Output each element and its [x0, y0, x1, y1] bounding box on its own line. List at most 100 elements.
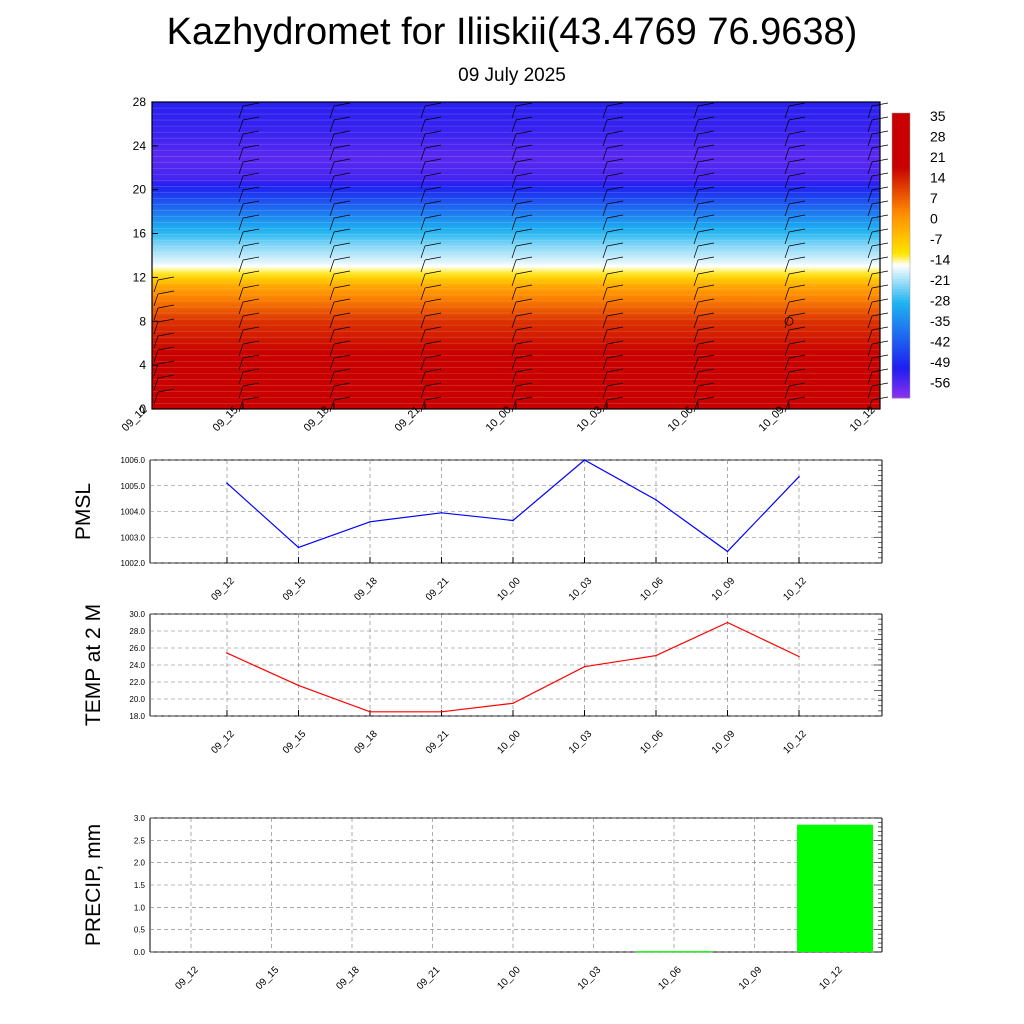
pmsl-x-tick-label: 10_12 — [781, 575, 809, 603]
wind-barb-flag — [515, 312, 533, 317]
colorbar-segment — [892, 362, 910, 366]
wind-barb-staff — [329, 105, 335, 119]
precip-x-tick-label: 09_15 — [254, 964, 282, 992]
colorbar-segment — [892, 175, 910, 179]
precip-y-tick-label: 1.5 — [134, 881, 146, 890]
y-tick-label: 28 — [133, 95, 147, 109]
wind-barb-staff — [867, 343, 873, 357]
pmsl-x-tick-label: 09_18 — [352, 575, 380, 603]
wind-barb-flag — [515, 340, 533, 345]
wind-barb-flag — [424, 298, 442, 303]
wind-barb-flag — [157, 276, 175, 281]
wind-barb-staff — [867, 259, 873, 273]
temp-x-tick-label: 10_09 — [710, 728, 738, 756]
wind-barb-staff — [784, 259, 790, 273]
temp-y-tick-label: 22.0 — [129, 678, 145, 687]
colorbar-segment — [892, 159, 910, 163]
colorbar-segment — [892, 197, 910, 201]
wind-barb-staff — [153, 391, 159, 405]
wind-barb-staff — [693, 231, 699, 245]
wind-barb-staff — [238, 273, 244, 287]
wind-barb-flag — [424, 144, 442, 149]
wind-barb-flag — [242, 298, 260, 303]
wind-barb-staff — [329, 245, 335, 259]
wind-barb-flag — [333, 382, 351, 387]
wind-barb-staff — [329, 315, 335, 329]
wind-barb-flag — [424, 382, 442, 387]
wind-barb-flag — [515, 382, 533, 387]
colorbar-segment — [892, 113, 910, 117]
pmsl-point — [369, 521, 371, 523]
wind-barb-staff — [420, 119, 426, 133]
temp-point — [512, 702, 514, 705]
wind-barb-staff — [511, 231, 517, 245]
wind-barb-flag — [788, 200, 806, 205]
wind-barb-flag — [788, 326, 806, 331]
wind-barb-staff — [511, 385, 517, 399]
wind-barb-flag — [333, 340, 351, 345]
wind-barb-flag — [424, 340, 442, 345]
temp-y-tick-label: 30.0 — [129, 610, 145, 619]
wind-barb-flag — [424, 396, 442, 401]
wind-barb-flag — [424, 326, 442, 331]
colorbar-tick-label: 35 — [930, 108, 946, 124]
colorbar-segment — [892, 278, 910, 282]
wind-barb-flag — [333, 200, 351, 205]
wind-barb-staff — [420, 315, 426, 329]
wind-barb-flag — [788, 340, 806, 345]
colorbar-tick-label: -35 — [930, 313, 950, 329]
wind-barb-flag — [157, 374, 175, 379]
colorbar-segment — [892, 186, 910, 190]
wind-barb-flag — [515, 270, 533, 275]
colorbar-segment — [892, 167, 910, 171]
wind-barb-flag — [788, 368, 806, 373]
wind-barb-staff — [329, 329, 335, 343]
colorbar-segment — [892, 324, 910, 328]
wind-barb-staff — [420, 105, 426, 119]
wind-barb-flag — [242, 214, 260, 219]
colorbar-segment — [892, 267, 910, 271]
wind-barb-staff — [153, 293, 159, 307]
wind-barb-flag — [424, 102, 442, 107]
pmsl-point — [226, 482, 228, 484]
wind-barb-flag — [515, 200, 533, 205]
colorbar-tick-label: -42 — [930, 334, 950, 350]
wind-barb-flag — [697, 354, 715, 359]
wind-barb-flag — [697, 200, 715, 205]
colorbar-segment — [892, 129, 910, 133]
wind-barb-staff — [153, 307, 159, 321]
wind-barb-flag — [333, 326, 351, 331]
colorbar-segment — [892, 343, 910, 347]
temp-x-tick-label: 09_15 — [281, 728, 309, 756]
wind-barb-flag — [242, 186, 260, 191]
wind-barb-staff — [329, 399, 335, 413]
wind-barb-flag — [697, 270, 715, 275]
colorbar-segment — [892, 338, 910, 342]
colorbar-segment — [892, 232, 910, 236]
pmsl-point — [297, 546, 300, 549]
wind-barb-staff — [238, 357, 244, 371]
pmsl-y-axis-label: PMSL — [72, 483, 95, 540]
wind-barb-flag — [515, 172, 533, 177]
wind-barb-staff — [238, 245, 244, 259]
wind-barb-flag — [424, 354, 442, 359]
wind-barb-flag — [157, 304, 175, 309]
wind-barb-flag — [242, 144, 260, 149]
wind-barb-staff — [867, 245, 873, 259]
colorbar-segment — [892, 229, 910, 233]
wind-barb-staff — [602, 147, 608, 161]
wind-barb-flag — [606, 340, 624, 345]
colorbar-segment — [892, 218, 910, 222]
colorbar-segment — [892, 308, 910, 312]
wind-barb-staff — [420, 399, 426, 413]
wind-barb-flag — [333, 284, 351, 289]
wind-barb-staff — [238, 371, 244, 385]
wind-barb-flag — [242, 242, 260, 247]
colorbar-segment — [892, 389, 910, 393]
wind-barb-staff — [511, 315, 517, 329]
wind-barb-staff — [511, 343, 517, 357]
precip-x-tick-label: 09_12 — [173, 964, 201, 992]
colorbar-segment — [892, 189, 910, 193]
wind-barb-flag — [242, 312, 260, 317]
wind-barb-flag — [515, 116, 533, 121]
